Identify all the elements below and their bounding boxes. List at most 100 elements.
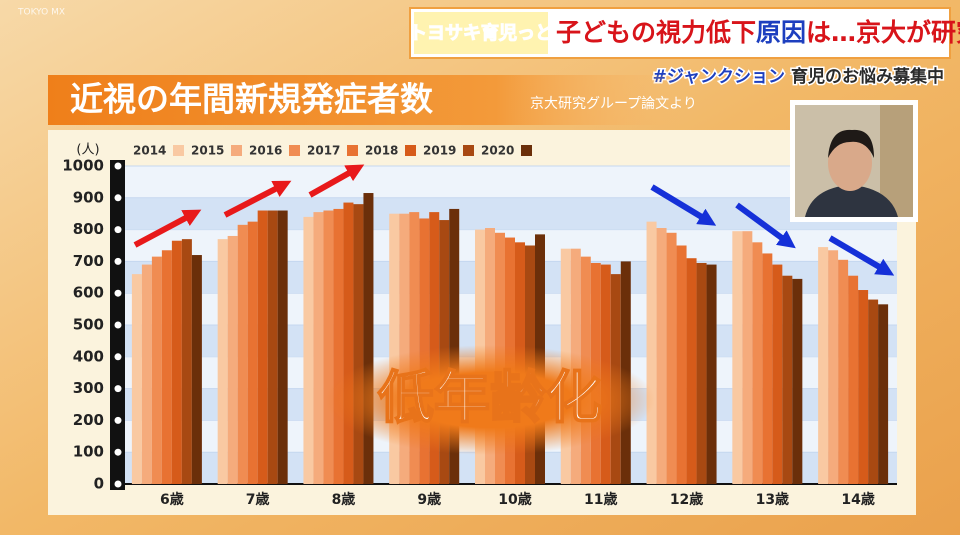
headline-part: 子どもの視力低下	[556, 18, 756, 47]
tick-dot	[114, 226, 122, 234]
bar	[706, 264, 717, 484]
tick-dot	[114, 385, 122, 393]
bar	[313, 212, 324, 485]
bar	[389, 213, 400, 484]
inset-hair	[828, 129, 874, 158]
x-tick-label: 13歳	[756, 491, 789, 508]
y-tick-label: 900	[73, 188, 104, 206]
bar	[399, 213, 410, 484]
bar	[277, 210, 288, 484]
x-tick-label: 14歳	[841, 491, 874, 508]
y-axis-label: (人)	[76, 143, 99, 158]
y-tick-label: 100	[73, 443, 104, 461]
bar	[409, 212, 420, 485]
legend-swatch	[463, 145, 474, 156]
bar	[858, 290, 869, 484]
y-tick-label: 300	[73, 379, 104, 397]
bar	[772, 264, 783, 484]
ticker: #ジャンクション 育児のお悩み募集中	[653, 66, 944, 87]
bar	[191, 255, 202, 484]
bar	[267, 210, 278, 484]
tick-dot	[114, 448, 122, 456]
y-tick-label: 700	[73, 252, 104, 270]
up-arrow	[223, 180, 292, 218]
video-inset	[790, 100, 918, 222]
bar	[818, 247, 829, 484]
bar	[868, 299, 879, 484]
down-arrow	[650, 184, 717, 226]
logo: トヨサキ育児っと	[409, 22, 553, 44]
inset-face	[828, 135, 872, 191]
legend-swatch	[521, 145, 532, 156]
bar	[646, 221, 657, 484]
down-arrow	[828, 235, 895, 276]
y-tick-label: 600	[73, 284, 104, 302]
legend-swatch	[173, 145, 184, 156]
bar	[353, 204, 364, 484]
x-tick-label: 6歳	[160, 491, 184, 508]
title-banner	[48, 75, 688, 125]
legend-swatch	[405, 145, 416, 156]
bar	[762, 253, 773, 484]
bar	[656, 228, 667, 484]
bar	[227, 235, 238, 484]
legend-swatch	[231, 145, 242, 156]
legend-label: 2016	[249, 144, 282, 158]
bar	[181, 239, 192, 484]
y-tick-label: 0	[94, 475, 104, 493]
chart-subtitle: 京大研究グループ論文より	[530, 96, 697, 112]
bar	[666, 232, 677, 484]
trend-arrows	[133, 164, 895, 276]
bar	[828, 250, 839, 484]
bar	[131, 274, 142, 484]
x-tick-label: 7歳	[246, 491, 270, 508]
bar	[151, 256, 162, 484]
y-tick-label: 1000	[62, 157, 104, 175]
x-tick-label: 9歳	[417, 491, 441, 508]
bar	[752, 242, 763, 484]
tick-dot	[114, 321, 122, 329]
legend-swatch	[347, 145, 358, 156]
legend-label: 2018	[365, 144, 398, 158]
y-tick-label: 200	[73, 411, 104, 429]
tick-dot	[114, 480, 122, 488]
bar	[792, 278, 803, 484]
headline: 子どもの視力低下原因は…京大が研究	[556, 18, 960, 47]
bar	[247, 221, 258, 484]
up-arrow	[133, 209, 202, 248]
y-tick-label: 500	[73, 316, 104, 334]
tick-dot	[114, 353, 122, 361]
bar	[171, 240, 182, 484]
y-tick-label: 800	[73, 220, 104, 238]
bar	[333, 208, 344, 484]
x-tick-label: 11歳	[584, 491, 617, 508]
tick-dot	[114, 289, 122, 297]
chart-title: 近視の年間新規発症者数	[70, 80, 434, 119]
x-tick-label: 12歳	[670, 491, 703, 508]
legend-label: 2014	[133, 144, 166, 158]
bar	[878, 304, 889, 484]
bar	[686, 258, 697, 484]
tick-dot	[114, 162, 122, 170]
ticker-text: 育児のお悩み募集中	[791, 66, 944, 87]
bar	[363, 193, 374, 484]
legend-label: 2019	[423, 144, 456, 158]
bar	[161, 250, 172, 484]
bar	[732, 231, 743, 484]
bar	[237, 224, 248, 484]
legend-label: 2017	[307, 144, 340, 158]
legend-label: 2015	[191, 144, 224, 158]
bar	[696, 262, 707, 484]
x-tick-label: 10歳	[498, 491, 531, 508]
bar	[141, 264, 152, 484]
tick-dot	[114, 416, 122, 424]
watermark: TOKYO MX	[17, 8, 65, 18]
logo-box	[414, 12, 548, 54]
annotation-glow	[325, 345, 655, 455]
inset-suit	[805, 185, 898, 217]
headline-part: 原因	[756, 18, 806, 47]
bar	[429, 212, 440, 485]
bar	[303, 216, 314, 484]
